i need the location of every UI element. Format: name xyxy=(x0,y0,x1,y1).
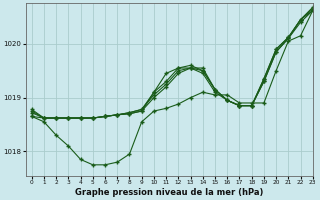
X-axis label: Graphe pression niveau de la mer (hPa): Graphe pression niveau de la mer (hPa) xyxy=(75,188,263,197)
